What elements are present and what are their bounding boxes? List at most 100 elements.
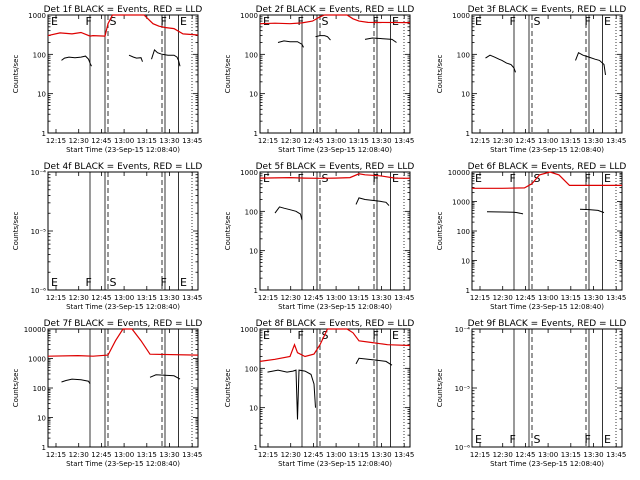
lld-series-line [259, 173, 411, 179]
panel-title: Det 5f BLACK = Events, RED = LLD [256, 162, 415, 172]
events-series-line [579, 208, 605, 214]
event-marker-letter: F [585, 172, 591, 185]
detector-panel-1: Det 1f BLACK = Events, RED = LLD 1 10 100 10… [12, 5, 202, 154]
x-tick-label: 12:15 [258, 137, 278, 145]
y-tick-label: 10 [461, 258, 470, 266]
y-tick-label: 1 [254, 130, 258, 138]
x-tick-label: 13:30 [371, 451, 391, 459]
x-tick-label: 13:00 [326, 294, 346, 302]
x-tick-label: 12:45 [515, 451, 535, 459]
events-series-line [355, 357, 393, 366]
x-tick-label: 13:15 [561, 294, 581, 302]
y-axis-label: Counts/sec [12, 55, 20, 94]
events-series-line [151, 48, 181, 67]
x-tick-label: 13:45 [606, 294, 626, 302]
x-tick-label: 13:15 [349, 294, 369, 302]
y-tick-label: 1000 [240, 326, 258, 334]
x-tick-label: 13:15 [137, 451, 157, 459]
lld-series-line [259, 328, 411, 362]
x-tick-label: 12:45 [515, 294, 535, 302]
y-tick-label: 10000 [448, 169, 470, 177]
y-tick-label: 10 [249, 248, 258, 256]
events-series-line [315, 35, 331, 41]
detector-panel-6: Det 6f BLACK = Events, RED = LLD 1 10 100 10… [436, 162, 626, 311]
y-tick-label: 10⁻⁵ [455, 385, 471, 393]
event-marker-letter: E [392, 15, 399, 28]
x-tick-label: 13:00 [326, 137, 346, 145]
y-tick-label: 10⁻⁶ [455, 444, 471, 452]
event-marker-letter: E [392, 329, 399, 342]
y-tick-label: 10 [461, 91, 470, 99]
x-tick-label: 13:30 [159, 451, 179, 459]
plot-frame [47, 171, 199, 291]
events-series-line [575, 51, 606, 75]
x-tick-label: 13:30 [583, 137, 603, 145]
x-tick-label: 12:30 [493, 451, 513, 459]
x-tick-label: 12:30 [69, 137, 89, 145]
event-marker-letter: F [161, 15, 167, 28]
panel-title: Det 9f BLACK = Events, RED = LLD [468, 319, 627, 329]
y-tick-label: 100 [33, 51, 46, 59]
y-tick-label: 10000 [24, 326, 46, 334]
event-marker-letter: F [86, 15, 92, 28]
event-marker-letter: F [585, 433, 591, 446]
x-tick-label: 12:45 [303, 294, 323, 302]
y-axis-label: Counts/sec [224, 55, 232, 94]
detector-panel-2: Det 2f BLACK = Events, RED = LLD 1 10 100 10… [224, 5, 414, 154]
plot-frame [259, 14, 411, 134]
x-tick-label: 12:30 [69, 294, 89, 302]
x-tick-label: 12:30 [493, 294, 513, 302]
event-marker-letter: E [475, 172, 482, 185]
event-marker-letter: E [475, 433, 482, 446]
x-tick-label: 13:00 [538, 137, 558, 145]
y-tick-label: 1000 [240, 169, 258, 177]
x-tick-label: 13:15 [137, 294, 157, 302]
y-tick-label: 10⁻⁵ [31, 228, 47, 236]
event-marker-letter: E [475, 15, 482, 28]
x-tick-label: 12:15 [470, 137, 490, 145]
y-tick-label: 1 [254, 444, 258, 452]
x-tick-label: 12:45 [303, 451, 323, 459]
event-marker-letter: F [86, 276, 92, 289]
panel-title: Det 8f BLACK = Events, RED = LLD [256, 319, 415, 329]
events-series-line [267, 369, 316, 420]
x-tick-label: 13:45 [394, 137, 414, 145]
event-marker-letter: S [534, 433, 541, 446]
event-marker-letter: F [510, 15, 516, 28]
y-axis-label: Counts/sec [436, 55, 444, 94]
x-tick-label: 13:00 [114, 294, 134, 302]
events-series-line [486, 211, 524, 215]
event-marker-letter: F [510, 172, 516, 185]
y-axis-label: Counts/sec [12, 369, 20, 408]
events-series-line [485, 54, 516, 73]
event-marker-letter: F [373, 15, 379, 28]
y-axis-label: Counts/sec [436, 212, 444, 251]
x-tick-label: 13:15 [137, 137, 157, 145]
x-tick-label: 13:45 [394, 294, 414, 302]
lld-series-line [259, 14, 411, 25]
x-tick-label: 13:00 [114, 137, 134, 145]
x-tick-label: 12:30 [281, 294, 301, 302]
event-marker-letter: E [180, 15, 187, 28]
x-tick-label: 13:30 [583, 294, 603, 302]
event-marker-letter: S [110, 276, 117, 289]
event-marker-letter: F [161, 276, 167, 289]
detector-panel-3: Det 3f BLACK = Events, RED = LLD 1 10 100 10… [436, 5, 626, 154]
y-tick-label: 1000 [28, 12, 46, 20]
y-tick-label: 1 [254, 287, 258, 295]
x-tick-label: 13:30 [371, 294, 391, 302]
y-tick-label: 100 [245, 51, 258, 59]
x-tick-label: 13:15 [561, 451, 581, 459]
event-marker-letter: E [263, 15, 270, 28]
x-tick-label: 12:15 [470, 451, 490, 459]
y-tick-label: 1000 [240, 12, 258, 20]
y-tick-label: 10⁻⁴ [455, 326, 471, 334]
panel-title: Det 3f BLACK = Events, RED = LLD [468, 5, 627, 15]
y-axis-label: Counts/sec [436, 369, 444, 408]
y-tick-label: 1 [466, 287, 470, 295]
panel-title: Det 7f BLACK = Events, RED = LLD [44, 319, 203, 329]
y-tick-label: 1 [42, 130, 46, 138]
events-series-line [149, 374, 181, 380]
x-axis-label: Start Time (23-Sep-15 12:08:40) [490, 460, 604, 468]
x-tick-label: 13:00 [538, 294, 558, 302]
